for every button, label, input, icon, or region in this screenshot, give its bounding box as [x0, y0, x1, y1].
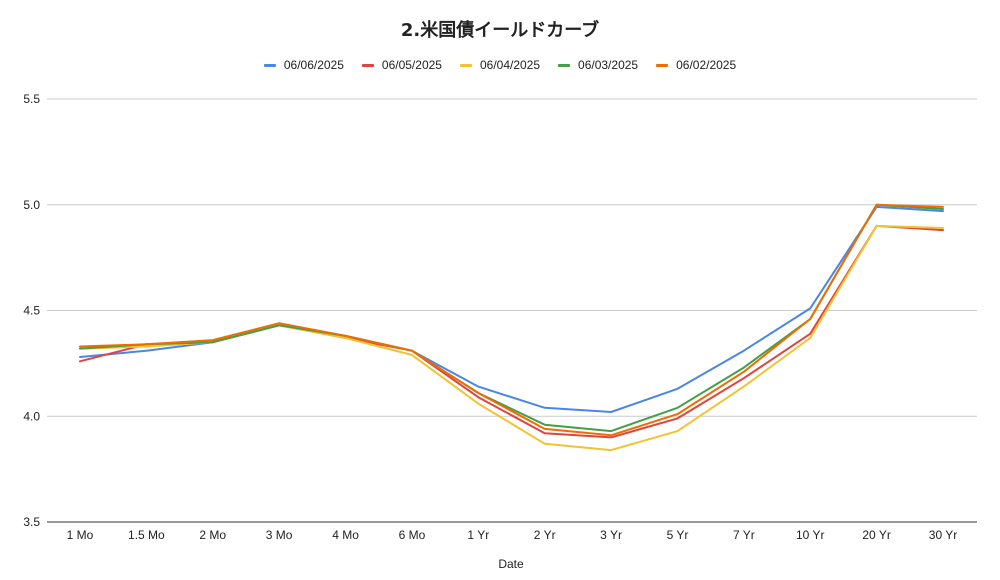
x-tick-label: 3 Yr — [600, 528, 622, 542]
x-tick-label: 1 Yr — [467, 528, 489, 542]
legend-label: 06/06/2025 — [283, 58, 344, 72]
y-tick-label: 4.5 — [23, 304, 40, 318]
chart-legend: 06/06/2025 06/05/2025 06/04/2025 06/03/2025… — [0, 58, 1000, 72]
legend-label: 06/04/2025 — [479, 58, 541, 72]
chart-title: 2.米国債イールドカーブ — [400, 20, 600, 41]
x-tick-label: 2 Mo — [199, 528, 226, 542]
legend-item[interactable]: 06/06/2025 — [263, 58, 344, 72]
x-tick-label: 30 Yr — [929, 528, 957, 542]
x-tick-label: 2 Yr — [534, 528, 556, 542]
y-tick-label: 4.0 — [23, 409, 40, 423]
x-tick-label: 3 Mo — [266, 528, 293, 542]
series-line[interactable] — [79, 203, 944, 437]
legend-item[interactable]: 06/02/2025 — [656, 58, 736, 72]
series-line[interactable] — [79, 205, 944, 413]
legend-item[interactable]: 06/05/2025 — [361, 58, 442, 72]
legend-swatch — [263, 63, 276, 67]
legend-swatch — [459, 63, 472, 67]
x-tick-label: 20 Yr — [862, 528, 890, 542]
legend-label: 06/05/2025 — [381, 58, 442, 72]
legend-item[interactable]: 06/03/2025 — [558, 58, 638, 72]
legend-item[interactable]: 06/04/2025 — [459, 58, 541, 72]
legend-label: 06/02/2025 — [676, 58, 737, 72]
x-tick-label: 5 Yr — [667, 528, 689, 542]
y-tick-label: 5.5 — [23, 92, 40, 106]
x-tick-label: 6 Mo — [399, 528, 426, 542]
legend-swatch — [361, 63, 374, 67]
x-axis-title: Date — [498, 557, 524, 571]
x-tick-label: 1 Mo — [67, 528, 94, 542]
x-tick-label: 7 Yr — [733, 528, 755, 542]
legend-label: 06/03/2025 — [578, 58, 639, 72]
y-tick-label: 5.0 — [23, 198, 40, 212]
x-tick-label: 10 Yr — [796, 528, 824, 542]
y-tick-label: 3.5 — [23, 515, 40, 529]
legend-swatch — [558, 63, 571, 67]
legend-swatch — [656, 63, 669, 67]
x-tick-label: 1.5 Mo — [128, 528, 165, 542]
x-tick-label: 4 Mo — [332, 528, 359, 542]
